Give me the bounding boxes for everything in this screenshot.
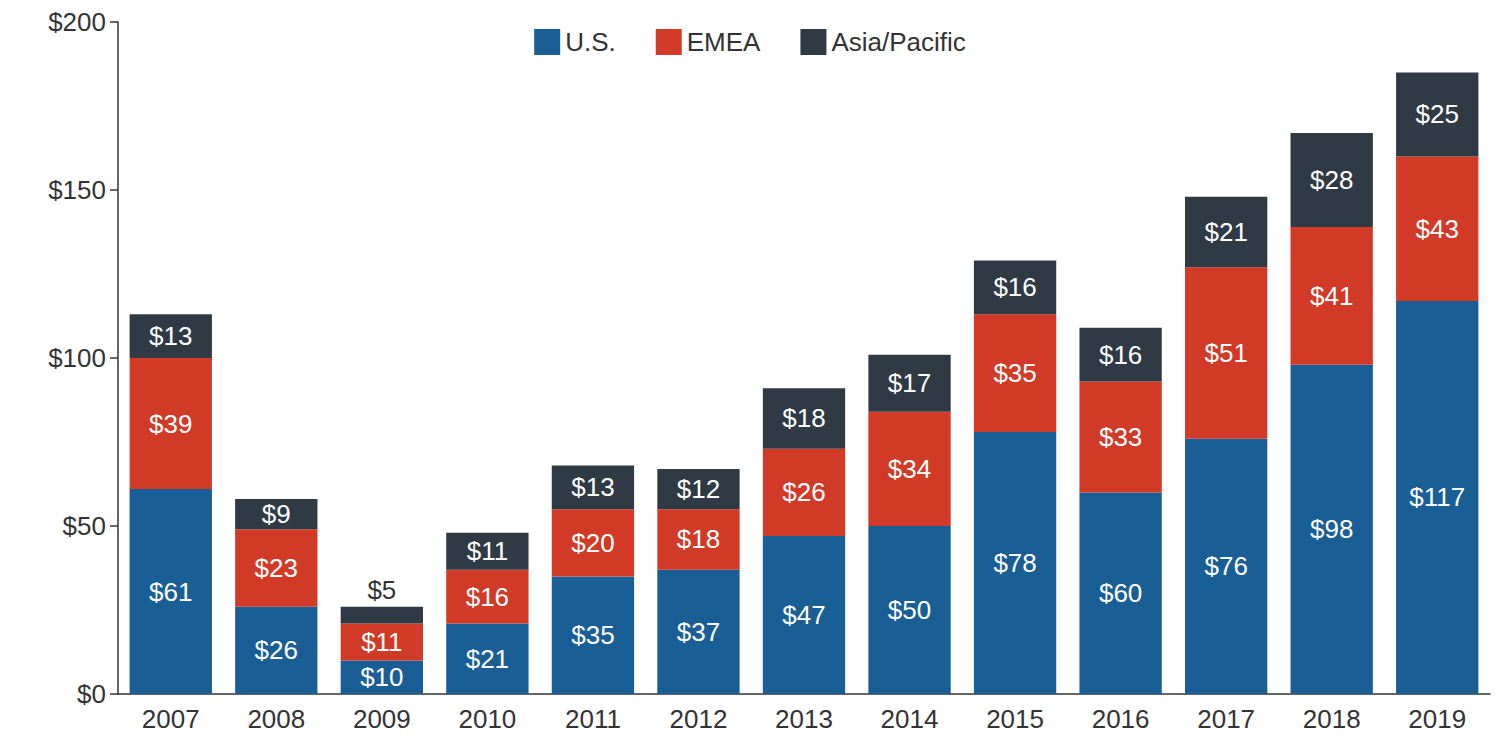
svg-text:$26: $26: [782, 477, 825, 507]
svg-text:2009: 2009: [353, 704, 411, 734]
svg-text:$61: $61: [149, 577, 192, 607]
svg-text:$25: $25: [1416, 99, 1459, 129]
svg-text:$10: $10: [360, 662, 403, 692]
svg-text:$39: $39: [149, 409, 192, 439]
svg-text:$11: $11: [361, 627, 402, 657]
svg-text:$13: $13: [149, 321, 192, 351]
svg-text:$35: $35: [571, 620, 614, 650]
svg-text:2016: 2016: [1092, 704, 1150, 734]
svg-text:$0: $0: [77, 679, 106, 709]
svg-text:$41: $41: [1310, 281, 1353, 311]
svg-text:$16: $16: [993, 272, 1036, 302]
svg-text:$11: $11: [467, 536, 508, 566]
svg-text:2019: 2019: [1408, 704, 1466, 734]
svg-text:$33: $33: [1099, 422, 1142, 452]
svg-text:$98: $98: [1310, 514, 1353, 544]
svg-text:$18: $18: [677, 524, 720, 554]
svg-text:$21: $21: [466, 644, 509, 674]
svg-text:$13: $13: [571, 472, 614, 502]
svg-text:2012: 2012: [670, 704, 728, 734]
svg-text:$100: $100: [48, 343, 106, 373]
svg-text:$78: $78: [993, 548, 1036, 578]
svg-text:$43: $43: [1416, 214, 1459, 244]
svg-text:$16: $16: [1099, 340, 1142, 370]
svg-text:$20: $20: [571, 528, 614, 558]
svg-text:2013: 2013: [775, 704, 833, 734]
svg-text:2017: 2017: [1197, 704, 1255, 734]
svg-text:$17: $17: [888, 368, 931, 398]
svg-text:$117: $117: [1409, 482, 1465, 512]
svg-text:$34: $34: [888, 454, 931, 484]
svg-text:2011: 2011: [565, 704, 621, 734]
svg-text:$47: $47: [782, 600, 825, 630]
svg-text:EMEA: EMEA: [687, 27, 761, 57]
svg-text:2007: 2007: [142, 704, 200, 734]
svg-text:$18: $18: [782, 403, 825, 433]
svg-text:$51: $51: [1204, 338, 1247, 368]
svg-text:$200: $200: [48, 7, 106, 37]
svg-text:$50: $50: [63, 511, 106, 541]
svg-text:$16: $16: [466, 582, 509, 612]
svg-text:$5: $5: [367, 575, 396, 605]
svg-text:$9: $9: [262, 499, 291, 529]
svg-text:$23: $23: [255, 553, 298, 583]
svg-text:2018: 2018: [1303, 704, 1361, 734]
svg-text:$50: $50: [888, 595, 931, 625]
svg-text:$21: $21: [1204, 217, 1247, 247]
svg-text:Asia/Pacific: Asia/Pacific: [831, 27, 965, 57]
svg-text:$37: $37: [677, 617, 720, 647]
svg-text:$26: $26: [255, 635, 298, 665]
svg-text:2010: 2010: [458, 704, 516, 734]
svg-text:U.S.: U.S.: [565, 27, 616, 57]
svg-text:$28: $28: [1310, 165, 1353, 195]
svg-text:2015: 2015: [986, 704, 1044, 734]
svg-text:2014: 2014: [881, 704, 939, 734]
svg-text:$150: $150: [48, 175, 106, 205]
svg-text:$35: $35: [993, 358, 1036, 388]
svg-text:$12: $12: [677, 474, 720, 504]
svg-text:$76: $76: [1204, 551, 1247, 581]
svg-text:2008: 2008: [247, 704, 305, 734]
svg-text:$60: $60: [1099, 578, 1142, 608]
